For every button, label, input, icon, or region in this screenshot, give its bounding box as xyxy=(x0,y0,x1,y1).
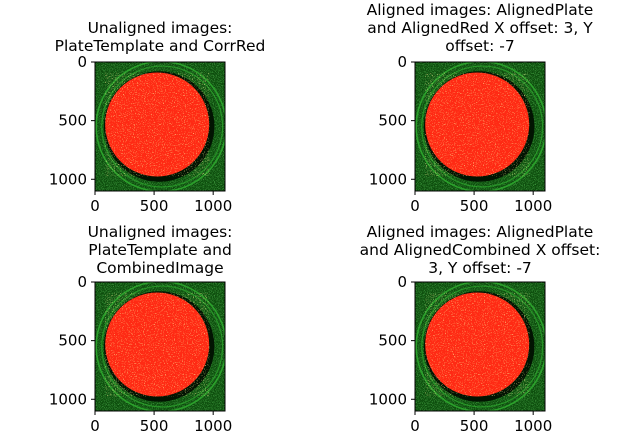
panel-title: Unaligned images: PlateTemplate and Corr… xyxy=(54,19,266,55)
panel-title: Unaligned images: PlateTemplate and Comb… xyxy=(87,223,233,277)
x-tick-label: 1000 xyxy=(194,197,232,215)
dish-mid-ring xyxy=(421,65,544,188)
x-tick-label: 0 xyxy=(90,417,100,435)
y-tick-label: 0 xyxy=(397,273,407,291)
y-tick-label: 1000 xyxy=(49,390,87,408)
axes-frame xyxy=(94,61,226,192)
x-tick-label: 1000 xyxy=(514,417,552,435)
y-tick-label: 500 xyxy=(58,112,87,130)
y-tick-label: 0 xyxy=(77,53,87,71)
y-tick-label: 500 xyxy=(58,332,87,350)
dish-mid-ring xyxy=(101,65,224,188)
panel-title: Aligned images: AlignedPlate and Aligned… xyxy=(359,223,601,277)
dish-outer-ring xyxy=(415,282,545,411)
y-tick-label: 1000 xyxy=(49,170,87,188)
dish-outer-ring xyxy=(95,282,225,411)
axes-frame xyxy=(94,281,226,412)
plate-image xyxy=(415,62,545,191)
dish-outer-ring xyxy=(95,62,225,191)
dish-mid-ring xyxy=(101,285,224,408)
x-tick-label: 500 xyxy=(140,197,169,215)
x-tick-label: 1000 xyxy=(194,417,232,435)
y-tick-label: 1000 xyxy=(369,390,407,408)
x-tick-label: 0 xyxy=(410,197,420,215)
dish-outer-ring xyxy=(415,62,545,191)
y-tick-label: 0 xyxy=(77,273,87,291)
plate-image xyxy=(95,282,225,411)
y-tick-label: 0 xyxy=(397,53,407,71)
agar-speckle xyxy=(105,72,210,177)
x-tick-label: 1000 xyxy=(514,197,552,215)
x-tick-label: 0 xyxy=(90,197,100,215)
axes-frame xyxy=(414,281,546,412)
y-tick-label: 500 xyxy=(378,112,407,130)
x-tick-label: 500 xyxy=(460,417,489,435)
plate-image xyxy=(415,282,545,411)
axes-frame xyxy=(414,61,546,192)
plate-image xyxy=(95,62,225,191)
agar-speckle xyxy=(425,292,530,397)
y-tick-label: 500 xyxy=(378,332,407,350)
x-tick-label: 0 xyxy=(410,417,420,435)
agar-speckle xyxy=(425,72,530,177)
x-tick-label: 500 xyxy=(140,417,169,435)
panel-title: Aligned images: AlignedPlate and Aligned… xyxy=(366,1,594,55)
y-tick-label: 1000 xyxy=(369,170,407,188)
dish-mid-ring xyxy=(421,285,544,408)
x-tick-label: 500 xyxy=(460,197,489,215)
agar-speckle xyxy=(105,292,210,397)
